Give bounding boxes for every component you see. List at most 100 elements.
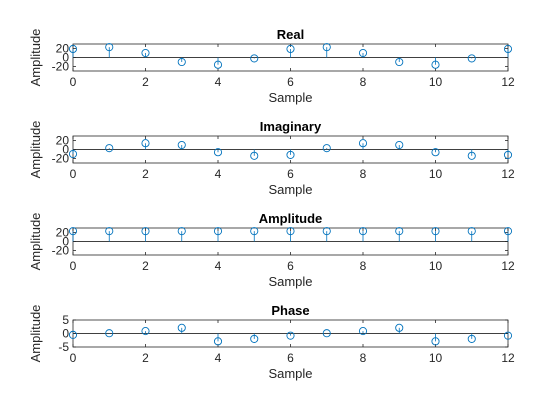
stem-marker <box>177 57 186 67</box>
x-axis-label: Sample <box>268 90 312 105</box>
x-tick-label: 10 <box>429 259 443 273</box>
stem-marker <box>322 227 331 236</box>
stem-marker <box>395 140 404 150</box>
stem-marker <box>395 57 404 67</box>
stem-marker <box>213 60 223 69</box>
stem-marker <box>503 331 513 340</box>
stem-marker <box>322 43 331 52</box>
y-tick-label: 0 <box>62 327 69 341</box>
stem-marker <box>503 44 513 54</box>
subplot-title: Phase <box>271 303 309 318</box>
stem-marker <box>395 227 404 236</box>
x-tick-label: 2 <box>142 259 149 273</box>
x-tick-label: 4 <box>215 259 222 273</box>
stem-marker <box>431 148 440 157</box>
x-tick-label: 0 <box>70 259 77 273</box>
stem-marker <box>68 149 78 159</box>
y-axis-label: Amplitude <box>28 29 43 87</box>
x-tick-label: 6 <box>287 351 294 365</box>
stem-marker <box>105 329 114 338</box>
x-tick-label: 8 <box>360 167 367 181</box>
x-axis-label: Sample <box>268 366 312 381</box>
stem-marker <box>177 227 186 236</box>
y-tick-label: 5 <box>62 313 69 327</box>
stem-marker <box>68 330 78 339</box>
stem-marker <box>322 329 331 338</box>
subplot-title: Real <box>277 27 304 42</box>
y-tick-label: -5 <box>58 340 69 354</box>
stem-marker <box>250 151 259 160</box>
stem-marker <box>503 150 513 159</box>
subplot-title: Amplitude <box>259 211 323 226</box>
stem-marker <box>358 48 368 58</box>
x-axis-label: Sample <box>268 274 312 289</box>
stem-marker <box>467 334 476 343</box>
stem-marker <box>286 331 295 340</box>
y-tick-label: -20 <box>52 152 70 166</box>
x-tick-label: 8 <box>360 259 367 273</box>
stem-marker <box>213 148 223 157</box>
stem-marker <box>250 227 259 236</box>
x-tick-label: 2 <box>142 167 149 181</box>
stem-marker <box>250 334 259 343</box>
stem-marker <box>250 54 259 63</box>
x-tick-label: 12 <box>501 351 515 365</box>
y-tick-label: 20 <box>56 42 70 56</box>
x-tick-label: 4 <box>215 75 222 89</box>
x-tick-label: 2 <box>142 75 149 89</box>
stem-marker <box>467 151 476 160</box>
stem-marker <box>431 60 440 69</box>
x-tick-label: 12 <box>501 75 515 89</box>
x-tick-label: 6 <box>287 259 294 273</box>
y-tick-label: 20 <box>56 226 70 240</box>
stem-marker <box>177 323 186 332</box>
y-tick-label: -20 <box>52 60 70 74</box>
x-tick-label: 10 <box>429 167 443 181</box>
stem-marker <box>322 144 331 153</box>
stem-marker <box>68 44 78 54</box>
stem-marker <box>105 144 114 153</box>
x-tick-label: 12 <box>501 259 515 273</box>
y-tick-label: 20 <box>56 134 70 148</box>
x-tick-label: 0 <box>70 351 77 365</box>
stem-marker <box>105 43 114 52</box>
stem-marker <box>358 227 368 236</box>
x-tick-label: 8 <box>360 75 367 89</box>
x-tick-label: 4 <box>215 351 222 365</box>
y-tick-label: 0 <box>62 143 69 157</box>
x-tick-label: 0 <box>70 167 77 181</box>
x-tick-label: 10 <box>429 351 443 365</box>
stem-marker <box>105 227 114 236</box>
stem-marker <box>141 327 150 336</box>
stem-marker <box>431 337 440 346</box>
x-tick-label: 12 <box>501 167 515 181</box>
stem-marker <box>286 150 295 159</box>
stem-marker <box>141 227 150 236</box>
x-tick-label: 8 <box>360 351 367 365</box>
stem-marker <box>503 227 513 236</box>
y-tick-label: -20 <box>52 244 70 258</box>
stem-marker <box>467 227 476 236</box>
y-axis-label: Amplitude <box>28 213 43 271</box>
stem-marker <box>286 44 295 54</box>
y-tick-label: 0 <box>62 235 69 249</box>
x-tick-label: 10 <box>429 75 443 89</box>
stem-marker <box>467 54 476 63</box>
x-tick-label: 0 <box>70 75 77 89</box>
y-tick-label: 0 <box>62 51 69 65</box>
stem-marker <box>213 227 223 236</box>
stem-marker <box>286 227 295 236</box>
x-tick-label: 6 <box>287 167 294 181</box>
stem-marker <box>431 227 440 236</box>
y-axis-label: Amplitude <box>28 305 43 363</box>
stem-marker <box>358 139 368 148</box>
x-tick-label: 6 <box>287 75 294 89</box>
subplot-title: Imaginary <box>260 119 322 134</box>
x-tick-label: 2 <box>142 351 149 365</box>
stem-marker <box>141 139 150 148</box>
stem-marker <box>395 323 404 332</box>
